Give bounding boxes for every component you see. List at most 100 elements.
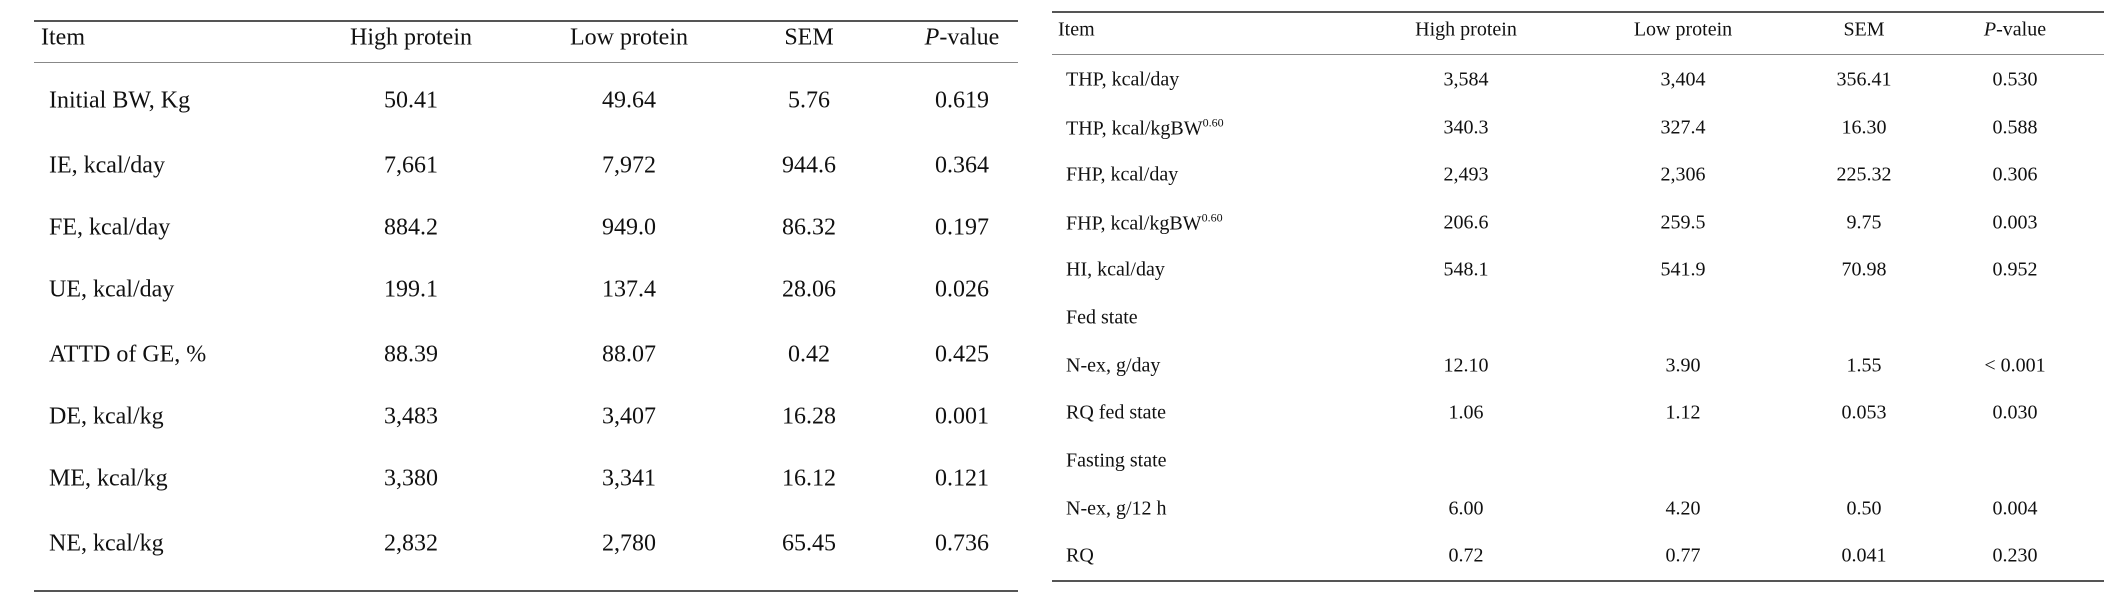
header-cell: Low protein	[570, 24, 688, 51]
row-label: Fasting state	[1066, 449, 1167, 472]
cell: 2,832	[384, 530, 438, 557]
text: FHP, kcal/kgBW	[1066, 212, 1202, 235]
rule	[1052, 580, 2104, 582]
cell: 3,584	[1443, 68, 1489, 91]
cell: 28.06	[782, 276, 836, 303]
cell: 16.30	[1841, 116, 1887, 139]
row-label: Initial BW, Kg	[49, 87, 191, 114]
cell: 50.41	[384, 87, 438, 114]
text: P	[924, 24, 940, 51]
row-label: ATTD of GE, %	[49, 341, 207, 368]
row-label: DE, kcal/kg	[49, 403, 164, 430]
text: -value	[939, 24, 1000, 51]
cell: 2,493	[1443, 163, 1489, 186]
row-label: RQ	[1066, 544, 1094, 567]
cell: 70.98	[1841, 258, 1887, 281]
cell: 0.230	[1992, 544, 2038, 567]
header-cell: SEM	[784, 24, 834, 51]
cell: 206.6	[1443, 211, 1489, 234]
cell: 340.3	[1443, 116, 1489, 139]
header-cell: High protein	[350, 24, 472, 51]
table-left: Item High protein Low protein SEM P-value Ini…	[0, 0, 1040, 613]
cell: 0.306	[1992, 163, 2038, 186]
cell: 0.77	[1665, 544, 1701, 567]
cell: 0.588	[1992, 116, 2038, 139]
cell: 88.07	[602, 341, 656, 368]
cell: 327.4	[1660, 116, 1706, 139]
text: 0.60	[1202, 115, 1224, 130]
cell: 16.12	[782, 465, 836, 492]
rule	[1052, 54, 2104, 55]
cell: 225.32	[1836, 163, 1892, 186]
cell: 0.026	[935, 276, 989, 303]
row-label: UE, kcal/day	[49, 276, 175, 303]
header-cell: Item	[1058, 18, 1095, 41]
cell: 3,404	[1660, 68, 1706, 91]
cell: 3,380	[384, 465, 438, 492]
row-label: HI, kcal/day	[1066, 258, 1165, 281]
cell: 0.003	[1992, 211, 2038, 234]
cell: 9.75	[1846, 211, 1882, 234]
header-cell: High protein	[1415, 18, 1517, 41]
cell: 7,972	[602, 152, 656, 179]
header-cell: P-value	[1984, 19, 2046, 42]
cell: 88.39	[384, 341, 438, 368]
cell: 5.76	[788, 87, 830, 114]
cell: 3,341	[602, 465, 656, 492]
text: 0.60	[1201, 210, 1223, 225]
cell: 0.619	[935, 87, 989, 114]
cell: 0.197	[935, 214, 989, 241]
cell: 0.72	[1448, 544, 1484, 567]
cell: 0.530	[1992, 68, 2038, 91]
cell: 0.004	[1992, 497, 2038, 520]
row-label: N-ex, g/day	[1066, 354, 1161, 377]
cell: 199.1	[384, 276, 438, 303]
cell: 3,407	[602, 403, 656, 430]
row-label: Fed state	[1066, 306, 1138, 329]
cell: < 0.001	[1984, 354, 2046, 377]
cell: 12.10	[1443, 354, 1489, 377]
cell: 0.030	[1992, 401, 2038, 424]
row-label: FHP, kcal/day	[1066, 163, 1179, 186]
cell: 16.28	[782, 403, 836, 430]
cell: 137.4	[602, 276, 656, 303]
row-label: FE, kcal/day	[49, 214, 171, 241]
text: THP, kcal/kgBW	[1066, 117, 1203, 140]
cell: 0.952	[1992, 258, 2038, 281]
cell: 0.736	[935, 530, 989, 557]
cell: 1.12	[1665, 401, 1701, 424]
header-cell: Low protein	[1633, 18, 1733, 41]
rule	[34, 62, 1018, 63]
cell: 0.121	[935, 465, 989, 492]
cell: 949.0	[602, 214, 656, 241]
cell: 86.32	[782, 214, 836, 241]
rule	[34, 20, 1018, 22]
cell: 541.9	[1660, 258, 1706, 281]
cell: 0.001	[935, 403, 989, 430]
cell: 49.64	[602, 87, 656, 114]
cell: 1.55	[1846, 354, 1882, 377]
row-label: FHP, kcal/kgBW0.60	[1066, 211, 1223, 236]
cell: 259.5	[1660, 211, 1706, 234]
cell: 2,780	[602, 530, 656, 557]
cell: 944.6	[782, 152, 836, 179]
header-cell: P-value	[925, 25, 1000, 52]
cell: 3,483	[384, 403, 438, 430]
cell: 0.041	[1841, 544, 1887, 567]
rule	[1052, 11, 2104, 13]
cell: 65.45	[782, 530, 836, 557]
row-label: N-ex, g/12 h	[1066, 497, 1167, 520]
row-label: ME, kcal/kg	[49, 465, 168, 492]
cell: 3.90	[1665, 354, 1701, 377]
cell: 4.20	[1665, 497, 1701, 520]
header-cell: Item	[41, 24, 85, 51]
cell: 7,661	[384, 152, 438, 179]
row-label: RQ fed state	[1066, 401, 1166, 424]
row-label: NE, kcal/kg	[49, 530, 164, 557]
cell: 0.364	[935, 152, 989, 179]
row-label: THP, kcal/day	[1066, 68, 1180, 91]
cell: 356.41	[1836, 68, 1892, 91]
cell: 0.425	[935, 341, 989, 368]
cell: 2,306	[1660, 163, 1706, 186]
